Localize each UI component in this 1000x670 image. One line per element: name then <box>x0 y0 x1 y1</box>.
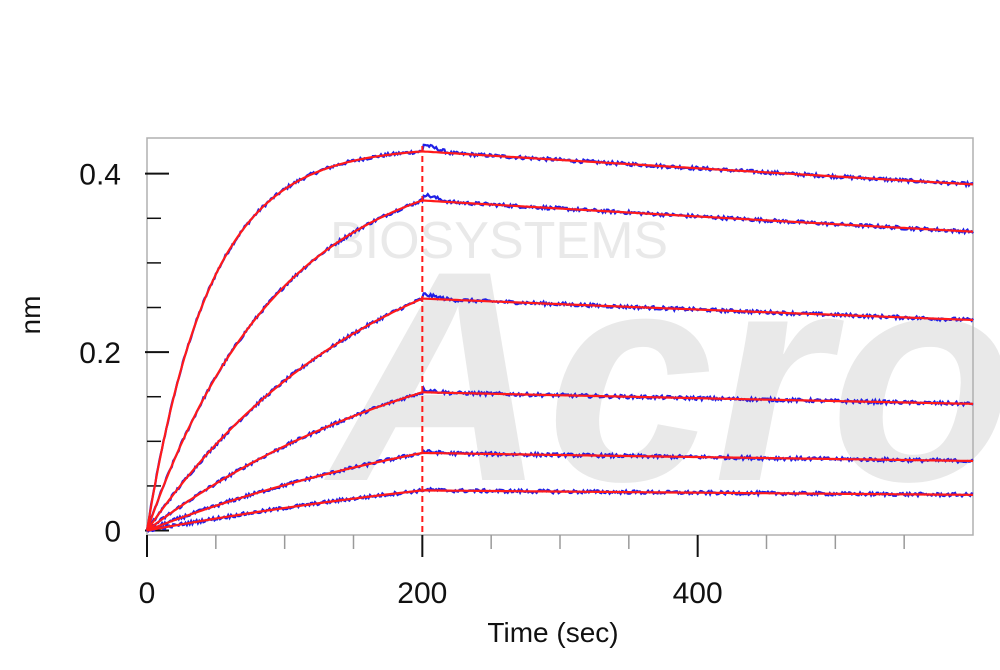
y-tick-label: 0.2 <box>79 337 121 370</box>
x-tick-label: 400 <box>673 577 723 610</box>
fit-curve-3 <box>146 297 974 532</box>
watermark: Acro BIOSYSTEMS <box>321 208 1000 544</box>
x-axis-tick-labels: 0 200 400 <box>139 577 723 610</box>
y-tick-label: 0 <box>104 516 121 549</box>
x-axis-title: Time (sec) <box>487 617 618 648</box>
y-axis-tick-labels: 0 0.2 0.4 <box>79 159 121 549</box>
fit-curve-6 <box>146 489 974 532</box>
fit-curve-5 <box>146 451 974 532</box>
fit-curve-1 <box>145 150 974 531</box>
x-axis-ticks <box>146 535 905 557</box>
watermark-logo: Acro <box>321 208 1000 544</box>
fit-curves <box>145 150 974 532</box>
watermark-text: BIOSYSTEMS <box>330 212 668 270</box>
x-tick-label: 0 <box>139 577 156 610</box>
y-tick-label: 0.4 <box>79 159 121 192</box>
y-axis-ticks <box>145 172 169 532</box>
fit-curve-2 <box>145 199 974 531</box>
x-tick-label: 200 <box>397 577 447 610</box>
y-axis-title: nm <box>15 296 46 335</box>
fit-curve-4 <box>146 391 974 532</box>
